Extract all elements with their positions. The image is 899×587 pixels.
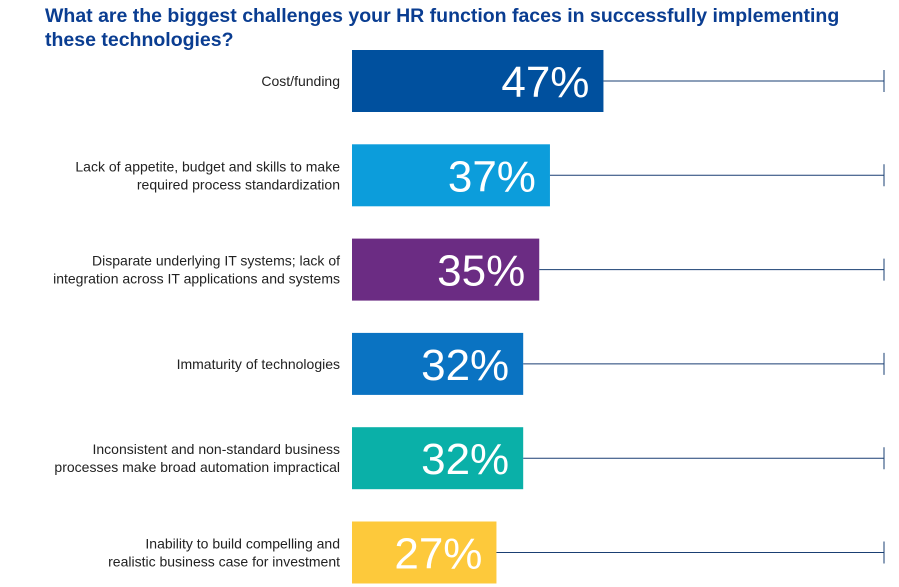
category-label-line: Lack of appetite, budget and skills to m… [75, 158, 340, 174]
bar [352, 521, 497, 584]
category-label: Immaturity of technologies [177, 356, 340, 372]
category-label-line: Cost/funding [261, 73, 340, 89]
category-label-line: processes make broad automation impracti… [54, 459, 340, 475]
bar [352, 144, 550, 207]
category-label-line: realistic business case for investment [108, 554, 340, 570]
bar [352, 238, 540, 301]
bar [352, 427, 524, 490]
category-label-line: Inability to build compelling and [145, 536, 340, 552]
value-label: 32% [421, 341, 509, 390]
value-label: 37% [448, 152, 536, 201]
category-label: Inability to build compelling and realist… [108, 536, 340, 570]
value-label: 47% [501, 58, 589, 107]
category-label: Cost/funding [261, 73, 340, 89]
bar [352, 332, 524, 395]
value-label: 35% [437, 247, 525, 296]
chart-title: What are the biggest challenges your HR … [45, 5, 840, 51]
category-label: Inconsistent and non-standard business pr… [54, 441, 340, 475]
value-label: 27% [394, 530, 482, 579]
category-label-line: Disparate underlying IT systems; lack of [92, 253, 340, 269]
category-label: Disparate underlying IT systems; lack of… [53, 253, 340, 287]
category-label-line: integration across IT applications and s… [53, 271, 340, 287]
category-label-line: Immaturity of technologies [177, 356, 340, 372]
bar [352, 50, 604, 112]
category-label: Lack of appetite, budget and skills to m… [75, 158, 340, 192]
category-label-line: required process standardization [137, 176, 340, 192]
category-label-line: Inconsistent and non-standard business [93, 441, 341, 457]
value-label: 32% [421, 435, 509, 484]
